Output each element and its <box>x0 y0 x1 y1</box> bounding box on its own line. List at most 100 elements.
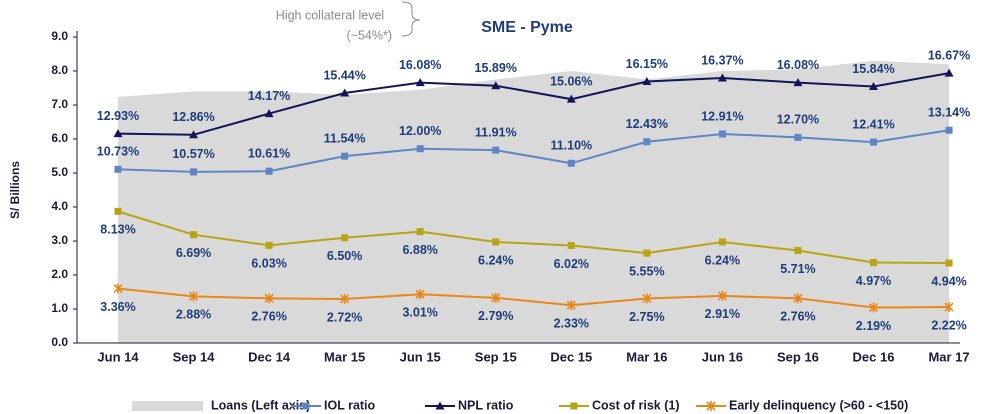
brace <box>401 1 421 37</box>
marker <box>302 402 310 410</box>
marker <box>870 138 877 146</box>
marker <box>416 145 424 153</box>
x-tick-label: Dec 15 <box>550 349 592 364</box>
y-tick-label: 1.0 <box>51 301 68 315</box>
x-tick-label: Mar 17 <box>928 349 969 364</box>
marker <box>341 234 349 242</box>
data-label: 16.37% <box>701 53 743 67</box>
marker <box>944 302 954 313</box>
data-label: 3.01% <box>402 306 437 320</box>
marker <box>435 401 445 410</box>
marker <box>188 291 199 302</box>
legend-label: Loans (Left axis) <box>211 398 310 412</box>
marker <box>717 73 727 82</box>
marker <box>113 283 123 294</box>
data-label: 12.86% <box>172 110 214 124</box>
annotation: (~54%*) <box>346 28 392 42</box>
marker <box>416 228 424 236</box>
marker <box>341 152 349 160</box>
marker <box>868 302 879 313</box>
marker <box>190 231 198 239</box>
data-label: 12.70% <box>777 113 819 127</box>
marker <box>190 168 198 176</box>
marker <box>415 289 425 300</box>
y-tick-label: 4.0 <box>51 199 68 213</box>
data-label: 6.69% <box>176 246 211 260</box>
marker <box>945 126 953 134</box>
x-tick-label: Mar 16 <box>626 349 667 364</box>
data-label: 12.41% <box>852 117 894 131</box>
data-label: 5.71% <box>780 262 815 276</box>
marker <box>491 292 501 303</box>
data-label: 15.44% <box>323 68 365 82</box>
marker <box>340 293 350 304</box>
y-tick-label: 9.0 <box>51 29 68 43</box>
series-line <box>117 72 950 136</box>
marker <box>944 68 954 77</box>
data-label: 2.76% <box>251 310 286 324</box>
data-label: 2.72% <box>327 310 362 324</box>
data-label: 10.57% <box>172 147 214 161</box>
legend-label: Cost of risk (1) <box>592 398 680 412</box>
data-label: 10.61% <box>248 147 290 161</box>
marker <box>945 259 953 267</box>
data-label: 15.06% <box>550 74 592 88</box>
series-line <box>117 210 950 265</box>
x-tick-label: Sep 14 <box>173 349 216 364</box>
x-tick-label: Jun 14 <box>97 349 139 364</box>
legend-label: Early delinquency (>60 - <150) <box>729 398 908 412</box>
data-label: 16.08% <box>777 58 819 72</box>
marker <box>643 249 651 257</box>
x-tick-label: Dec 16 <box>853 349 895 364</box>
marker <box>264 109 274 118</box>
x-tick-label: Jun 16 <box>702 349 743 364</box>
y-tick-label: 5.0 <box>51 165 68 179</box>
x-tick-label: Mar 15 <box>324 349 365 364</box>
data-label: 2.88% <box>176 308 211 322</box>
data-label: 11.91% <box>475 125 517 139</box>
legend-item: Loans (Left axis) <box>132 398 310 412</box>
y-tick-label: 8.0 <box>51 63 68 77</box>
legend-item: Early delinquency (>60 - <150) <box>696 398 908 412</box>
data-label: 6.02% <box>554 257 589 271</box>
marker <box>265 241 273 249</box>
data-label: 13.14% <box>928 106 970 120</box>
marker <box>567 242 575 250</box>
data-label: 2.75% <box>629 310 664 324</box>
data-label: 12.43% <box>626 117 668 131</box>
marker <box>570 402 578 410</box>
marker <box>793 78 803 87</box>
data-label: 6.50% <box>327 249 362 263</box>
marker <box>492 146 500 154</box>
data-label: 12.91% <box>701 109 743 123</box>
x-tick-label: Jun 15 <box>400 349 441 364</box>
marker <box>415 78 425 87</box>
marker <box>567 159 575 167</box>
plot <box>118 60 950 344</box>
data-label: 16.67% <box>928 48 970 62</box>
data-label: 12.93% <box>97 109 139 123</box>
data-label: 8.13% <box>100 223 135 237</box>
data-label: 4.97% <box>856 274 891 288</box>
series-line <box>117 287 950 309</box>
marker <box>642 293 652 304</box>
data-label: 3.36% <box>100 300 135 314</box>
marker <box>717 290 727 301</box>
data-label: 16.15% <box>626 57 668 71</box>
marker <box>794 247 802 255</box>
marker <box>869 82 878 91</box>
marker <box>793 293 803 304</box>
marker <box>643 138 651 146</box>
data-label: 11.10% <box>550 139 592 153</box>
loans-area <box>118 60 950 344</box>
chart-title: SME - Pyme <box>481 19 573 36</box>
marker <box>189 130 199 139</box>
marker <box>114 165 122 173</box>
data-label: 15.84% <box>852 62 894 76</box>
x-tick-label: Sep 15 <box>475 349 517 364</box>
y-tick-label: 2.0 <box>51 267 68 281</box>
legend-label: IOL ratio <box>324 398 376 412</box>
data-label: 2.76% <box>780 310 815 324</box>
data-label: 2.79% <box>478 309 513 323</box>
